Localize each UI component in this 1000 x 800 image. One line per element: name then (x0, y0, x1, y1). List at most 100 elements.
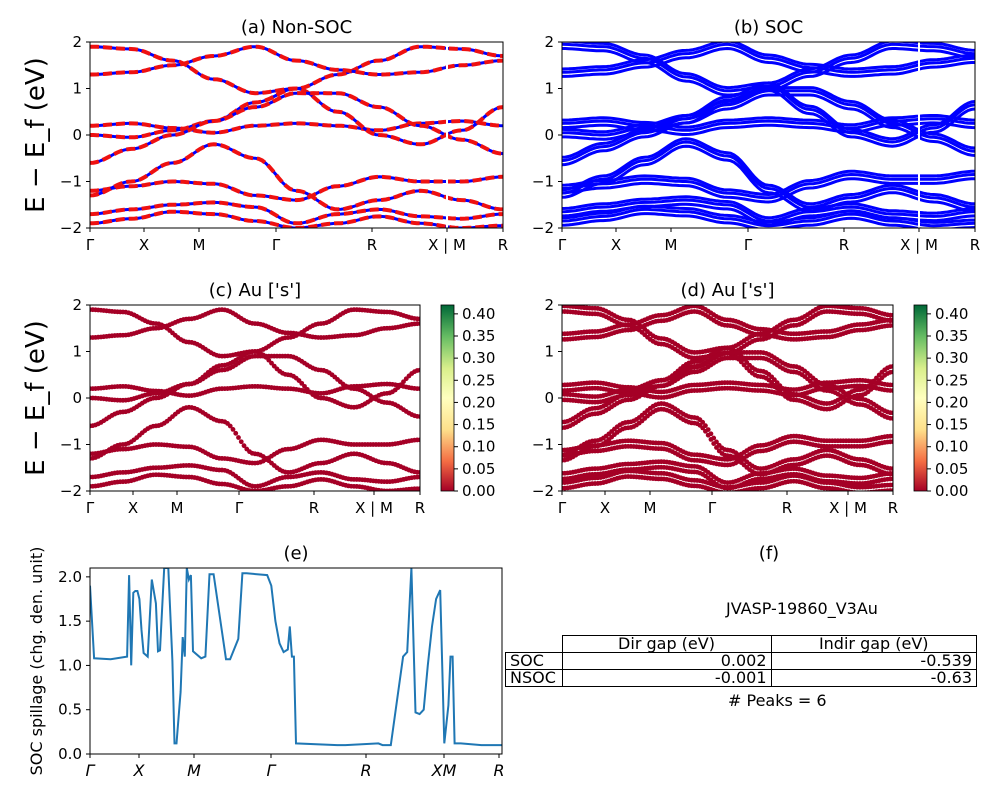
band-line-soc (562, 207, 975, 228)
band-line-soc (562, 140, 975, 209)
band-line-soc (562, 89, 975, 163)
colorbar-tick-label: 0.20 (462, 393, 495, 411)
band-line-soc (562, 204, 975, 224)
band-line-soc-ref (90, 91, 503, 165)
band-line-soc (562, 172, 975, 200)
projection-dot (711, 435, 717, 441)
band-line-soc (562, 42, 975, 71)
gap-row-label: SOC (505, 652, 563, 670)
band-line-soc (562, 137, 975, 206)
projection-dot (233, 430, 239, 436)
projection-plot-soc (562, 305, 893, 491)
ytick-label: 2.0 (58, 568, 82, 586)
yaxis-label: E − E_f (eV) (21, 57, 51, 213)
band-line-soc-ref (90, 200, 503, 225)
xtick-label: Γ (235, 499, 244, 517)
xtick-label: Γ (267, 761, 277, 780)
ytick-label: 0.0 (58, 745, 82, 763)
xtick-label: X (139, 236, 149, 254)
panel-title: (c) Au ['s'] (209, 280, 301, 301)
colorbar-tick-label: 0.20 (935, 393, 968, 411)
band-line-nonsoc (90, 142, 503, 212)
ytick-label: 0 (544, 389, 554, 407)
xtick-label: X (611, 236, 621, 254)
gap-dir-value: -0.001 (561, 669, 772, 687)
band-line-soc (562, 46, 975, 78)
projection-dot (890, 323, 893, 328)
xtick-label: R (309, 499, 319, 517)
xtick-label: Γ (558, 236, 567, 254)
band-plot-nonsoc (90, 42, 503, 228)
projection-dot (417, 321, 420, 326)
projection-dot (230, 426, 236, 432)
xtick-label: X (133, 761, 146, 780)
projection-dot (708, 431, 714, 437)
xtick-label: X (128, 499, 138, 517)
xtick-label: M (187, 761, 201, 780)
gap-header-dir: Dir gap (eV) (561, 635, 772, 653)
projection-plot-nonsoc (90, 307, 420, 491)
ytick-label: 0 (72, 126, 82, 144)
spillage-line (90, 568, 502, 747)
xtick-label: R (839, 236, 849, 254)
colorbar-tick-label: 0.00 (462, 482, 495, 500)
colorbar-tick-label: 0.40 (935, 305, 968, 323)
band-line-soc (562, 86, 975, 159)
projection-dot (890, 416, 893, 421)
gap-table: Dir gap (eV) Indir gap (eV) SOC 0.002 -0… (505, 635, 977, 687)
ytick-label: −2 (532, 219, 554, 237)
gap-indir-value: -0.539 (770, 652, 977, 670)
xtick-label: Γ (744, 236, 753, 254)
xtick-label: M (665, 236, 678, 254)
band-line-soc (562, 195, 975, 220)
ytick-label: −2 (60, 219, 82, 237)
xtick-label: M (644, 499, 657, 517)
ytick-label: 1.0 (58, 656, 82, 674)
xtick-label: X | M (900, 236, 938, 254)
xtick-label: R (888, 499, 898, 517)
colorbar-tick-label: 0.25 (935, 371, 968, 389)
projection-dot (238, 439, 244, 445)
projection-dot (714, 439, 719, 445)
xtick-label: XM (431, 761, 457, 780)
projection-dot (890, 410, 893, 416)
projection-dot (890, 312, 893, 318)
xtick-label: Γ (86, 236, 95, 254)
colorbar-tick-label: 0.05 (935, 460, 968, 478)
colorbar-tick-label: 0.40 (462, 305, 495, 323)
gap-table-header: Dir gap (eV) Indir gap (eV) (506, 635, 977, 653)
band-line-nonsoc (90, 91, 503, 165)
spillage-plot (90, 568, 502, 747)
panel-title: (f) (759, 543, 779, 564)
panel-title: (d) Au ['s'] (681, 280, 775, 301)
gap-row-soc: SOC 0.002 -0.539 (505, 652, 977, 670)
band-line-soc (562, 93, 975, 167)
ytick-label: −1 (60, 173, 82, 191)
ytick-label: 0.5 (58, 701, 82, 719)
projection-dot (716, 489, 722, 491)
projection-dot (417, 386, 420, 392)
projection-dot (890, 433, 893, 439)
band-line-soc (562, 169, 975, 197)
projection-dot (846, 489, 852, 491)
ytick-label: 1.5 (58, 612, 82, 630)
xtick-label: Γ (86, 499, 95, 517)
xtick-label: Γ (708, 499, 717, 517)
band-line-soc (562, 81, 975, 141)
projection-dot (417, 437, 420, 443)
colorbar-tick-label: 0.15 (462, 416, 495, 434)
colorbar-tick-label: 0.35 (462, 327, 495, 345)
ytick-label: 1 (544, 343, 554, 361)
colorbar-tick-label: 0.15 (935, 416, 968, 434)
projection-dot (890, 466, 893, 472)
ytick-label: −1 (532, 173, 554, 191)
band-line-nonsoc (90, 86, 503, 147)
projection-dot (890, 388, 893, 393)
band-line-nonsoc (90, 174, 503, 203)
xtick-label: R (367, 236, 377, 254)
projection-dot (417, 367, 420, 373)
xtick-label: R (493, 761, 504, 780)
xtick-label: R (415, 499, 425, 517)
ytick-label: 2 (72, 33, 82, 51)
